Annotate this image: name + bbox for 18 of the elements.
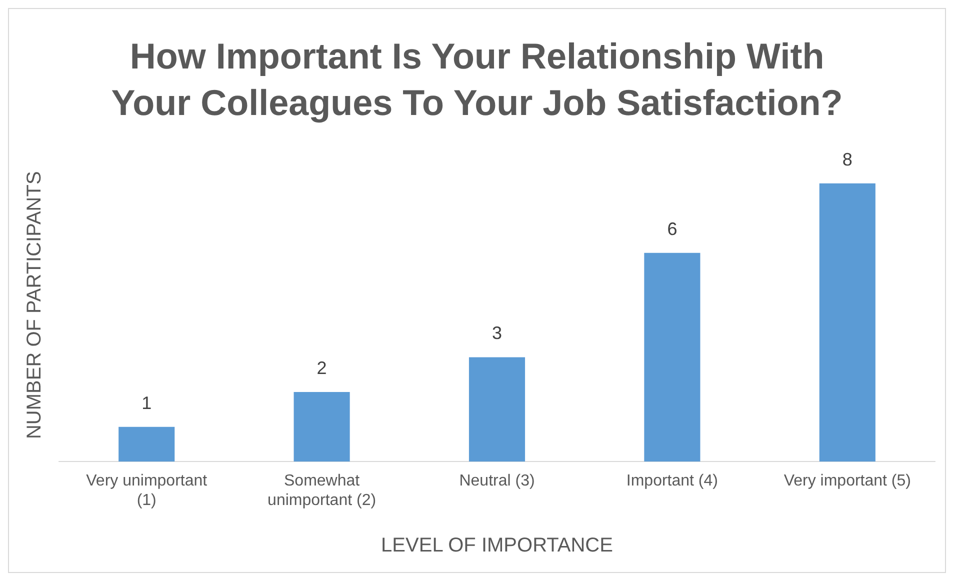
- x-tick-label: Important (4): [626, 472, 718, 490]
- x-tick-label: Neutral (3): [459, 472, 535, 490]
- bar: [294, 392, 350, 462]
- data-label: 1: [142, 392, 152, 413]
- x-tick-label: Somewhat unimportant (2): [268, 472, 376, 509]
- chart-title: How Important Is Your Relationship With Your Colleagues To Your Job Satisfaction?: [111, 35, 843, 124]
- data-label: 8: [842, 149, 852, 170]
- data-label: 6: [667, 218, 678, 239]
- bar: [819, 183, 876, 462]
- data-label: 3: [492, 323, 502, 344]
- x-tick-label: Very important (5): [784, 472, 911, 490]
- bar: [644, 252, 700, 462]
- x-tick-label: Very unimportant (1): [86, 472, 208, 509]
- y-axis-title: NUMBER OF PARTICIPANTS: [24, 171, 46, 440]
- data-label: 2: [316, 358, 327, 378]
- x-axis-title: LEVEL OF IMPORTANCE: [381, 534, 613, 557]
- bar: [468, 357, 526, 462]
- bar: [118, 426, 175, 462]
